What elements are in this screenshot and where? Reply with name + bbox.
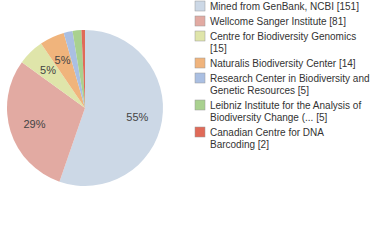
pie-slice xyxy=(81,30,85,108)
legend-label: Wellcome Sanger Institute [81] xyxy=(210,16,346,27)
legend-swatch xyxy=(195,100,205,110)
pie-slice xyxy=(72,30,85,108)
legend-label-line: Leibniz Institute for the Analysis of xyxy=(210,100,361,111)
data-label: 55% xyxy=(126,111,148,123)
legend-item: Research Center in Biodiversity andGenet… xyxy=(195,73,370,96)
data-label: 5% xyxy=(55,54,71,66)
legend-label-line: Genetic Resources [5] xyxy=(210,85,309,96)
pie-slice xyxy=(64,31,85,108)
legend-label-line: Canadian Centre for DNA xyxy=(210,127,324,138)
legend: Mined from GenBank, NCBI [151] Wellcome S… xyxy=(195,1,370,150)
legend-label: Leibniz Institute for the Analysis ofBio… xyxy=(210,100,361,123)
legend-item: Mined from GenBank, NCBI [151] xyxy=(195,1,359,12)
legend-label-line: Barcoding [2] xyxy=(210,139,269,150)
legend-label: Centre for Biodiversity Genomics[15] xyxy=(210,31,356,54)
legend-swatch xyxy=(195,73,205,83)
legend-swatch xyxy=(195,1,205,11)
legend-label-line: Wellcome Sanger Institute [81] xyxy=(210,16,346,27)
legend-swatch xyxy=(195,16,205,26)
legend-item: Canadian Centre for DNABarcoding [2] xyxy=(195,127,324,150)
legend-label: Canadian Centre for DNABarcoding [2] xyxy=(210,127,324,150)
legend-label: Research Center in Biodiversity andGenet… xyxy=(210,73,370,96)
data-label: 29% xyxy=(23,118,45,130)
legend-item: Leibniz Institute for the Analysis ofBio… xyxy=(195,100,361,123)
legend-label-line: [15] xyxy=(210,43,227,54)
legend-swatch xyxy=(195,58,205,68)
legend-swatch xyxy=(195,31,205,41)
legend-label: Naturalis Biodiversity Center [14] xyxy=(210,58,356,69)
legend-label-line: Mined from GenBank, NCBI [151] xyxy=(210,1,359,12)
legend-swatch xyxy=(195,127,205,137)
legend-label-line: Research Center in Biodiversity and xyxy=(210,73,370,84)
chart: 55%29%5%5%Mined from GenBank, NCBI [151]… xyxy=(0,0,380,240)
legend-item: Naturalis Biodiversity Center [14] xyxy=(195,58,356,69)
legend-label-line: Centre for Biodiversity Genomics xyxy=(210,31,356,42)
legend-label-line: Naturalis Biodiversity Center [14] xyxy=(210,58,356,69)
pie: 55%29%5%5% xyxy=(7,30,163,186)
legend-label: Mined from GenBank, NCBI [151] xyxy=(210,1,359,12)
legend-label-line: Biodiversity Change (... [5] xyxy=(210,112,327,123)
legend-item: Centre for Biodiversity Genomics[15] xyxy=(195,31,356,54)
legend-item: Wellcome Sanger Institute [81] xyxy=(195,16,346,27)
